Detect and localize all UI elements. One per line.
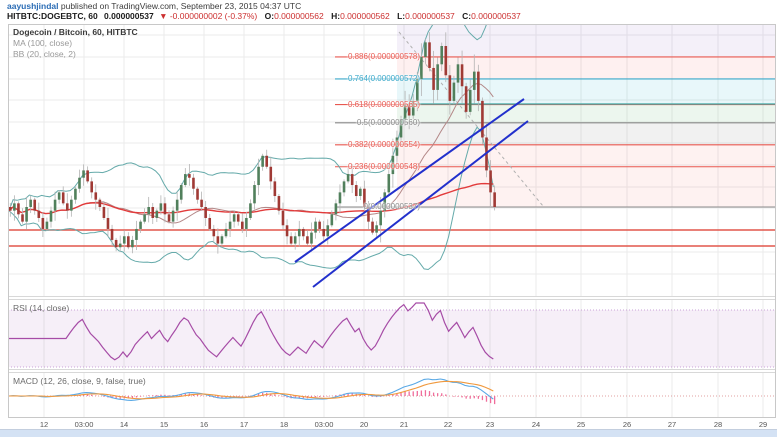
time-axis-label: 03:00 (314, 420, 334, 429)
publish-header: aayushjindal published on TradingView.co… (7, 1, 301, 11)
low-value: 0.000000537 (405, 11, 455, 21)
time-axis-label: 16 (199, 420, 209, 429)
open-value: 0.000000562 (274, 11, 324, 21)
time-axis-label: 23 (485, 420, 495, 429)
macd-pane-label: MACD (12, 26, close, 9, false, true) (13, 376, 146, 386)
fib-level-label: 0.382(0.000000554) (347, 139, 420, 149)
publish-info: published on TradingView.com, September … (58, 1, 302, 11)
fib-level-label: 0(0.000000537) (363, 202, 421, 211)
time-axis-label: 17 (239, 420, 249, 429)
time-axis-label: 21 (399, 420, 409, 429)
time-axis-label: 14 (119, 420, 129, 429)
time-axis-label: 03:00 (74, 420, 94, 429)
symbol-status-bar: HITBTC:DOGEBTC, 60 0.000000537 ▼ -0.0000… (7, 11, 521, 21)
time-axis-label: 20 (359, 420, 369, 429)
bottom-highlight-strip (0, 430, 777, 437)
price-change: ▼ -0.000000002 (-0.37%) (159, 11, 258, 21)
author-link[interactable]: aayushjindal (7, 1, 59, 11)
fib-level-label: 0.764(0.000000572) (347, 73, 420, 83)
fib-level-label: 0.618(0.000000565) (347, 99, 420, 109)
legend-ma: MA (100, close) (13, 38, 73, 48)
last-price: 0.000000537 (104, 11, 154, 21)
time-axis-label: 15 (159, 420, 169, 429)
open-label: O: (264, 11, 275, 21)
close-value: 0.000000537 (471, 11, 521, 21)
legend-symbol-title: Dogecoin / Bitcoin, 60, HITBTC (13, 27, 138, 37)
time-axis-label: 18 (279, 420, 289, 429)
time-axis-label: 22 (443, 420, 453, 429)
time-axis-label: 28 (713, 420, 723, 429)
rsi-pane-label: RSI (14, close) (13, 303, 70, 313)
time-axis-label: 29 (758, 420, 768, 429)
symbol-name: HITBTC:DOGEBTC, 60 (7, 11, 98, 21)
time-axis-label: 24 (531, 420, 541, 429)
fib-level-label: 0.236(0.000000548) (347, 161, 420, 171)
time-axis-label: 12 (39, 420, 49, 429)
fib-level-label: 0.886(0.000000578) (347, 51, 420, 61)
time-axis-label: 26 (622, 420, 632, 429)
chart-legend: Dogecoin / Bitcoin, 60, HITBTC MA (100, … (13, 27, 138, 60)
fib-level-label: 0.5(0.000000560) (356, 117, 420, 127)
high-value: 0.000000562 (340, 11, 390, 21)
high-label: H: (331, 11, 341, 21)
close-label: C: (462, 11, 472, 21)
legend-bb: BB (20, close, 2) (13, 49, 76, 59)
time-axis-label: 25 (576, 420, 586, 429)
time-axis-label: 27 (667, 420, 677, 429)
low-label: L: (397, 11, 406, 21)
